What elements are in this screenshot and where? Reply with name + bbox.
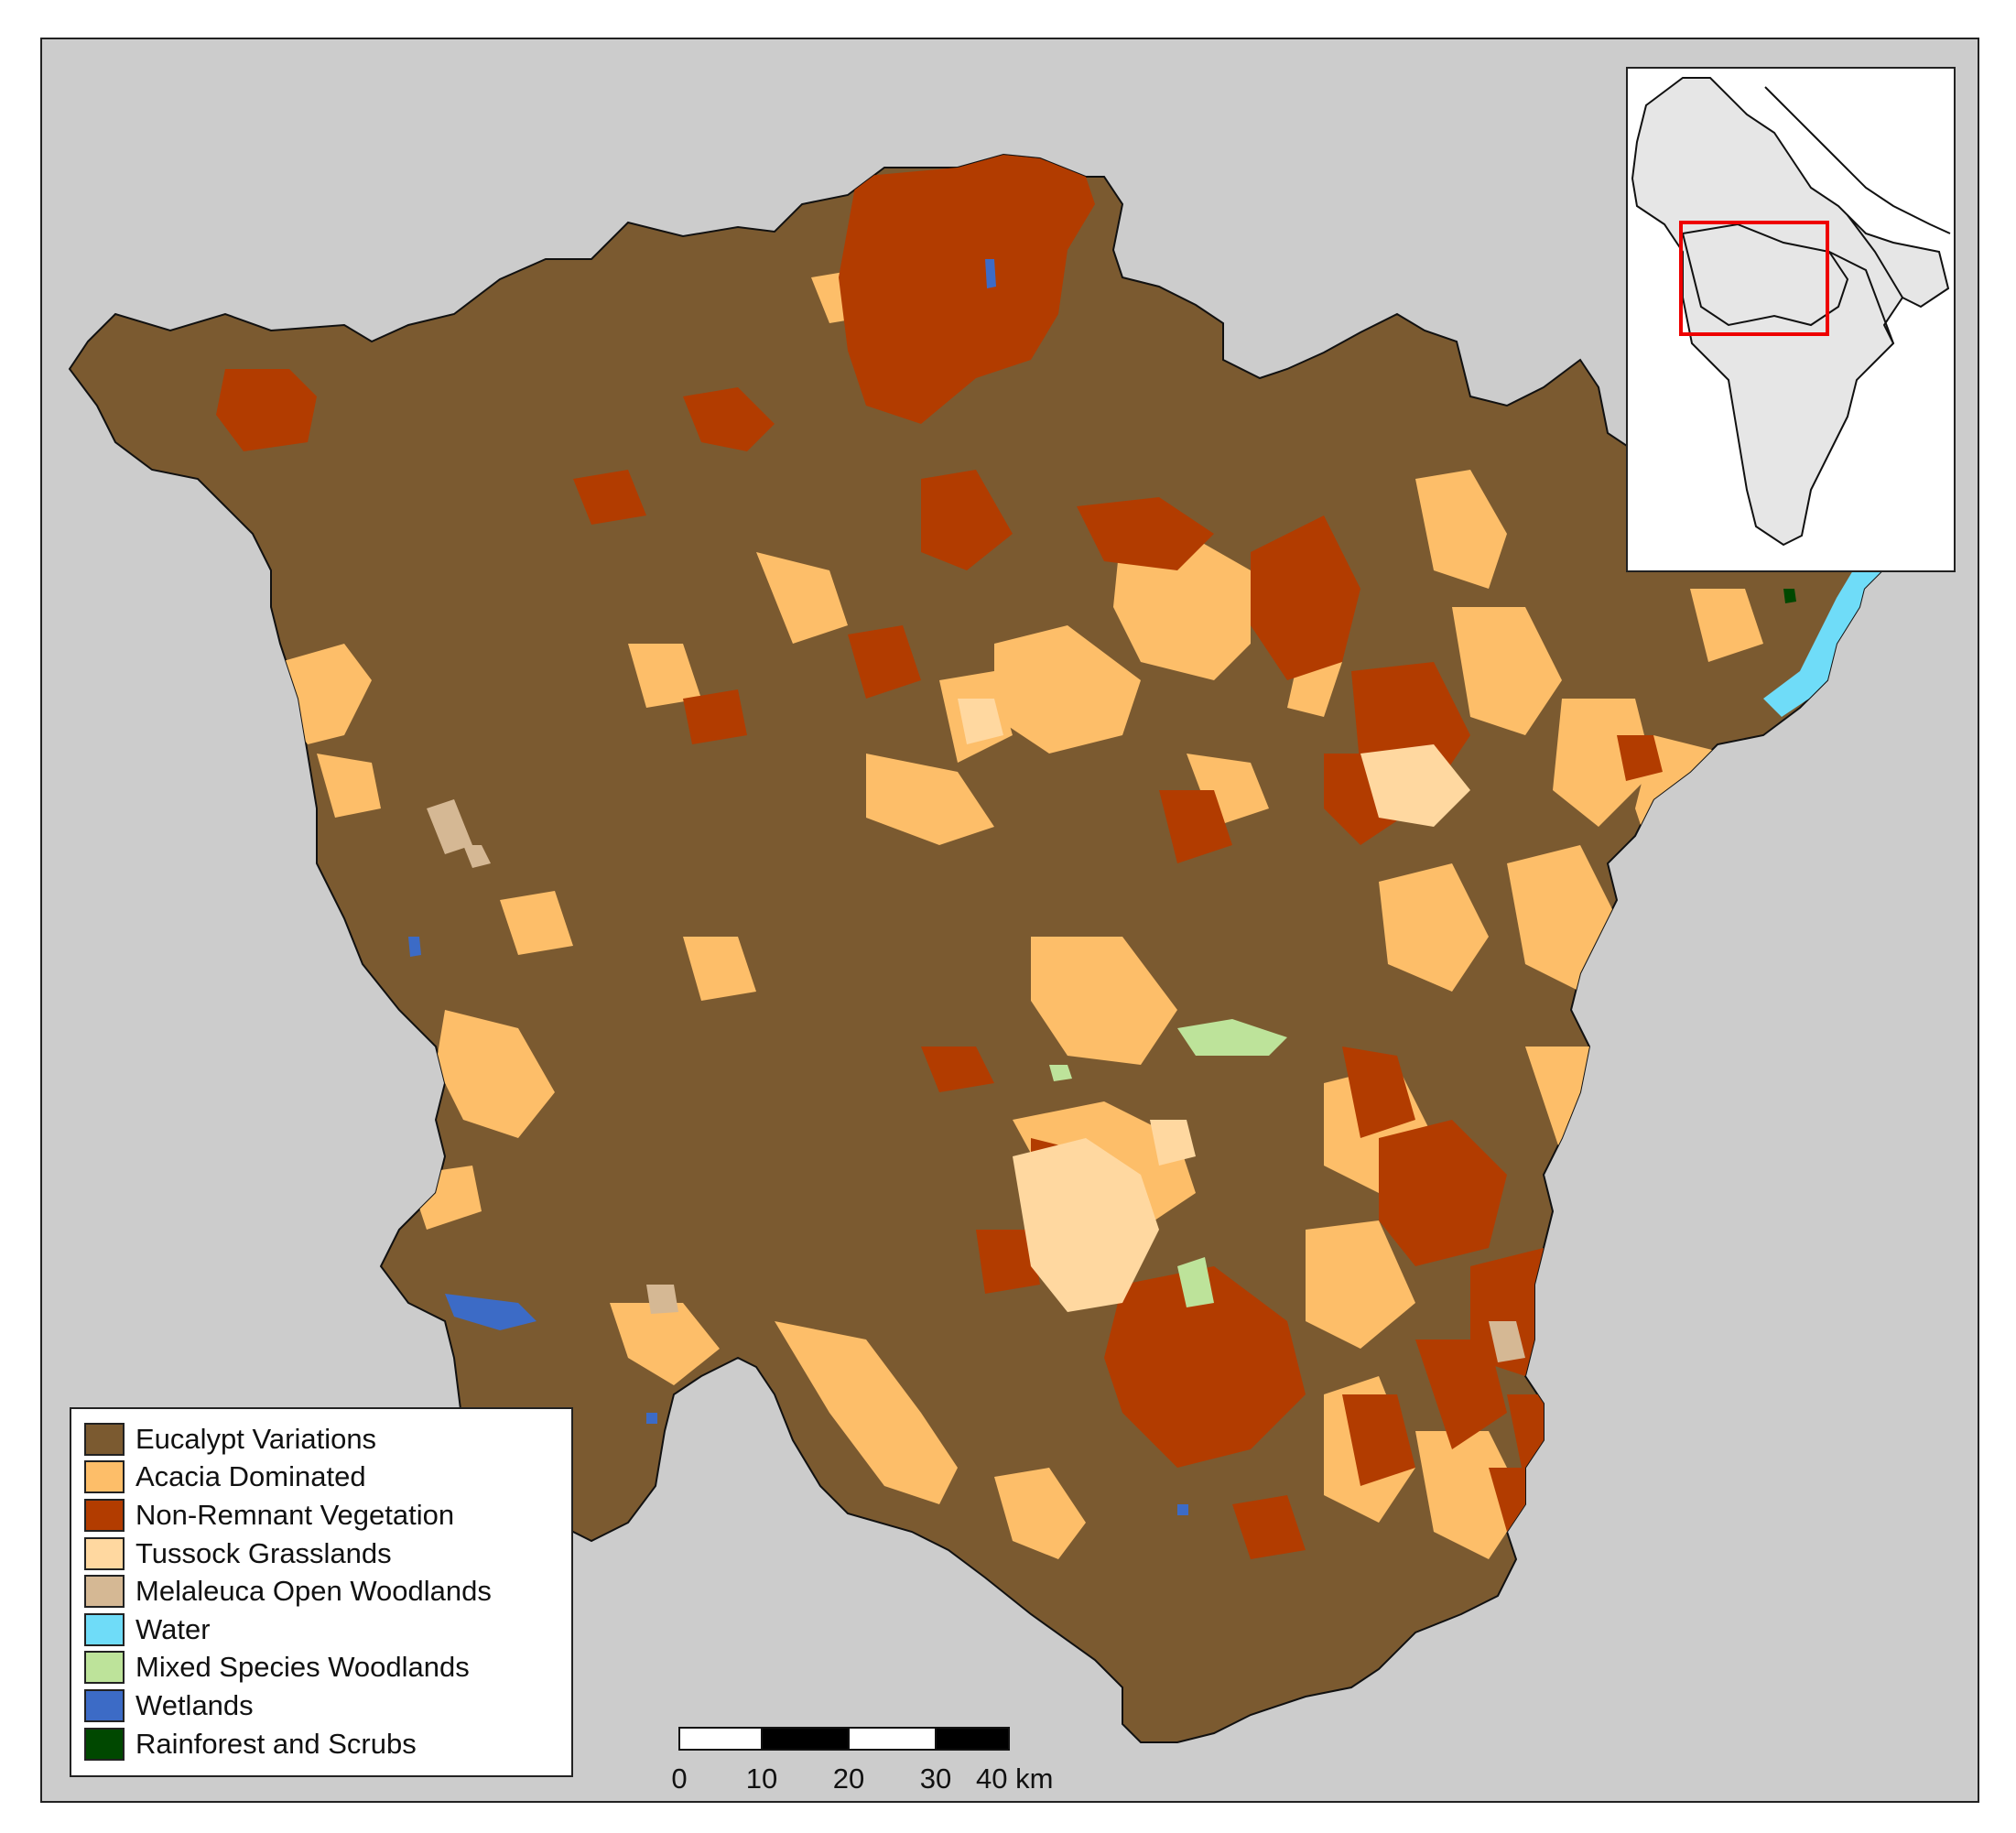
inset-locator-map (1626, 67, 1956, 572)
legend-item: Tussock Grasslands (84, 1535, 560, 1573)
legend-swatch (84, 1727, 125, 1761)
legend: Eucalypt Variations Acacia Dominated Non… (70, 1407, 573, 1777)
legend-item: Rainforest and Scrubs (84, 1725, 560, 1763)
scale-bar-graphic (678, 1727, 1010, 1751)
scale-tick-label: 40 km (976, 1762, 1054, 1795)
legend-label: Eucalypt Variations (135, 1422, 377, 1455)
inset-highlight-box (1679, 221, 1829, 336)
inset-boundary (1681, 222, 1849, 327)
mixed-species-patches (1049, 1019, 1287, 1307)
legend-swatch (84, 1498, 125, 1532)
scale-bar-segment (761, 1727, 850, 1751)
legend-label: Wetlands (135, 1688, 254, 1721)
scale-tick-label: 10 (745, 1762, 778, 1795)
scale-bar-segment (678, 1727, 763, 1751)
scale-tick-label: 20 (832, 1762, 865, 1795)
legend-item: Melaleuca Open Woodlands (84, 1572, 560, 1611)
scale-bar: 0 10 20 30 40 km (628, 1726, 1053, 1795)
legend-label: Mixed Species Woodlands (135, 1651, 470, 1684)
inset-boundary-east (1828, 214, 1903, 344)
map-frame: Eucalypt Variations Acacia Dominated Non… (40, 38, 1979, 1803)
legend-label: Tussock Grasslands (135, 1536, 392, 1569)
legend-swatch (84, 1422, 125, 1456)
legend-swatch (84, 1612, 125, 1646)
legend-swatch (84, 1651, 125, 1685)
scale-bar-segment (935, 1727, 1010, 1751)
legend-swatch (84, 1575, 125, 1609)
inset-coastline (1764, 86, 1951, 234)
scale-bar-segment (848, 1727, 937, 1751)
legend-label: Rainforest and Scrubs (135, 1727, 417, 1760)
legend-label: Water (135, 1612, 211, 1645)
legend-swatch (84, 1536, 125, 1570)
main-map (68, 153, 1902, 1743)
legend-swatch (84, 1688, 125, 1722)
melaleuca-patches (427, 799, 1525, 1362)
legend-label: Melaleuca Open Woodlands (135, 1575, 492, 1608)
legend-item: Mixed Species Woodlands (84, 1649, 560, 1687)
legend-item: Wetlands (84, 1687, 560, 1725)
legend-item: Acacia Dominated (84, 1459, 560, 1497)
wetland-patches (408, 259, 1188, 1515)
scale-tick-label: 30 (919, 1762, 952, 1795)
acacia-patches (280, 268, 1763, 1559)
vegetation-patches (216, 155, 1901, 1559)
scale-tick-label: 0 (671, 1762, 688, 1795)
legend-swatch (84, 1460, 125, 1494)
legend-label: Acacia Dominated (135, 1460, 366, 1493)
tussock-patches (958, 699, 1470, 1312)
legend-label: Non-Remnant Vegetation (135, 1498, 455, 1531)
water-patches (1763, 525, 1901, 717)
legend-item: Non-Remnant Vegetation (84, 1496, 560, 1535)
inset-svg (1631, 77, 1951, 547)
legend-item: Eucalypt Variations (84, 1420, 560, 1459)
legend-item: Water (84, 1611, 560, 1649)
